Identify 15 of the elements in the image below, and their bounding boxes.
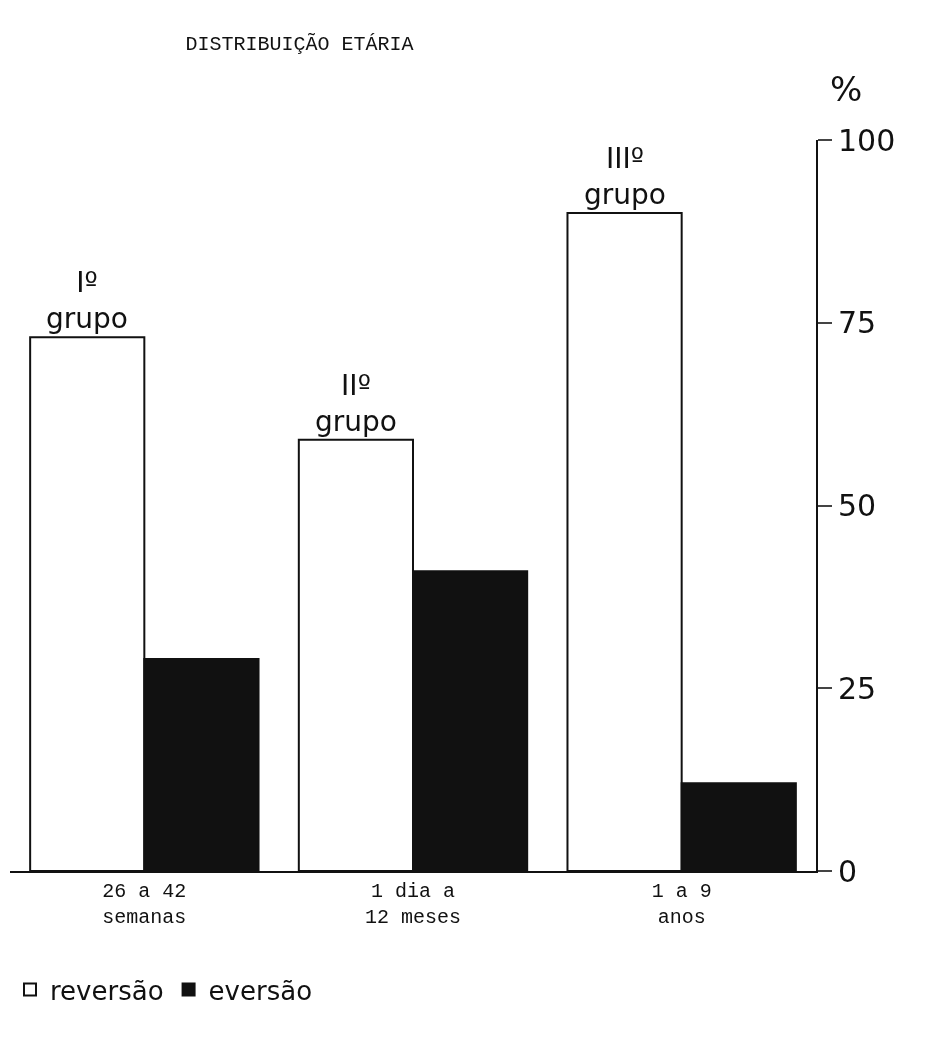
legend-label: reversão <box>50 975 164 1006</box>
annotation: IIIº grupo <box>584 142 666 212</box>
y-tick-label: 75 <box>838 305 877 341</box>
y-tick-label: 50 <box>838 488 877 523</box>
y-tick-label: 0 <box>838 853 858 889</box>
annotation: IIº grupo <box>315 369 397 439</box>
x-tick-label: 1 dia a 12 meses <box>364 880 462 929</box>
annotation: Iº grupo <box>46 266 128 336</box>
y-axis-title: % <box>830 69 863 109</box>
x-tick-label: 26 a 42 semanas <box>102 880 187 929</box>
x-tick-label: 1 a 9 anos <box>651 880 712 929</box>
legend-label: eversão <box>208 975 313 1006</box>
y-tick-label: 100 <box>838 122 896 158</box>
y-tick-label: 25 <box>838 670 877 706</box>
chart-title: DISTRIBUIÇÃO ETÁRIA <box>185 32 414 57</box>
